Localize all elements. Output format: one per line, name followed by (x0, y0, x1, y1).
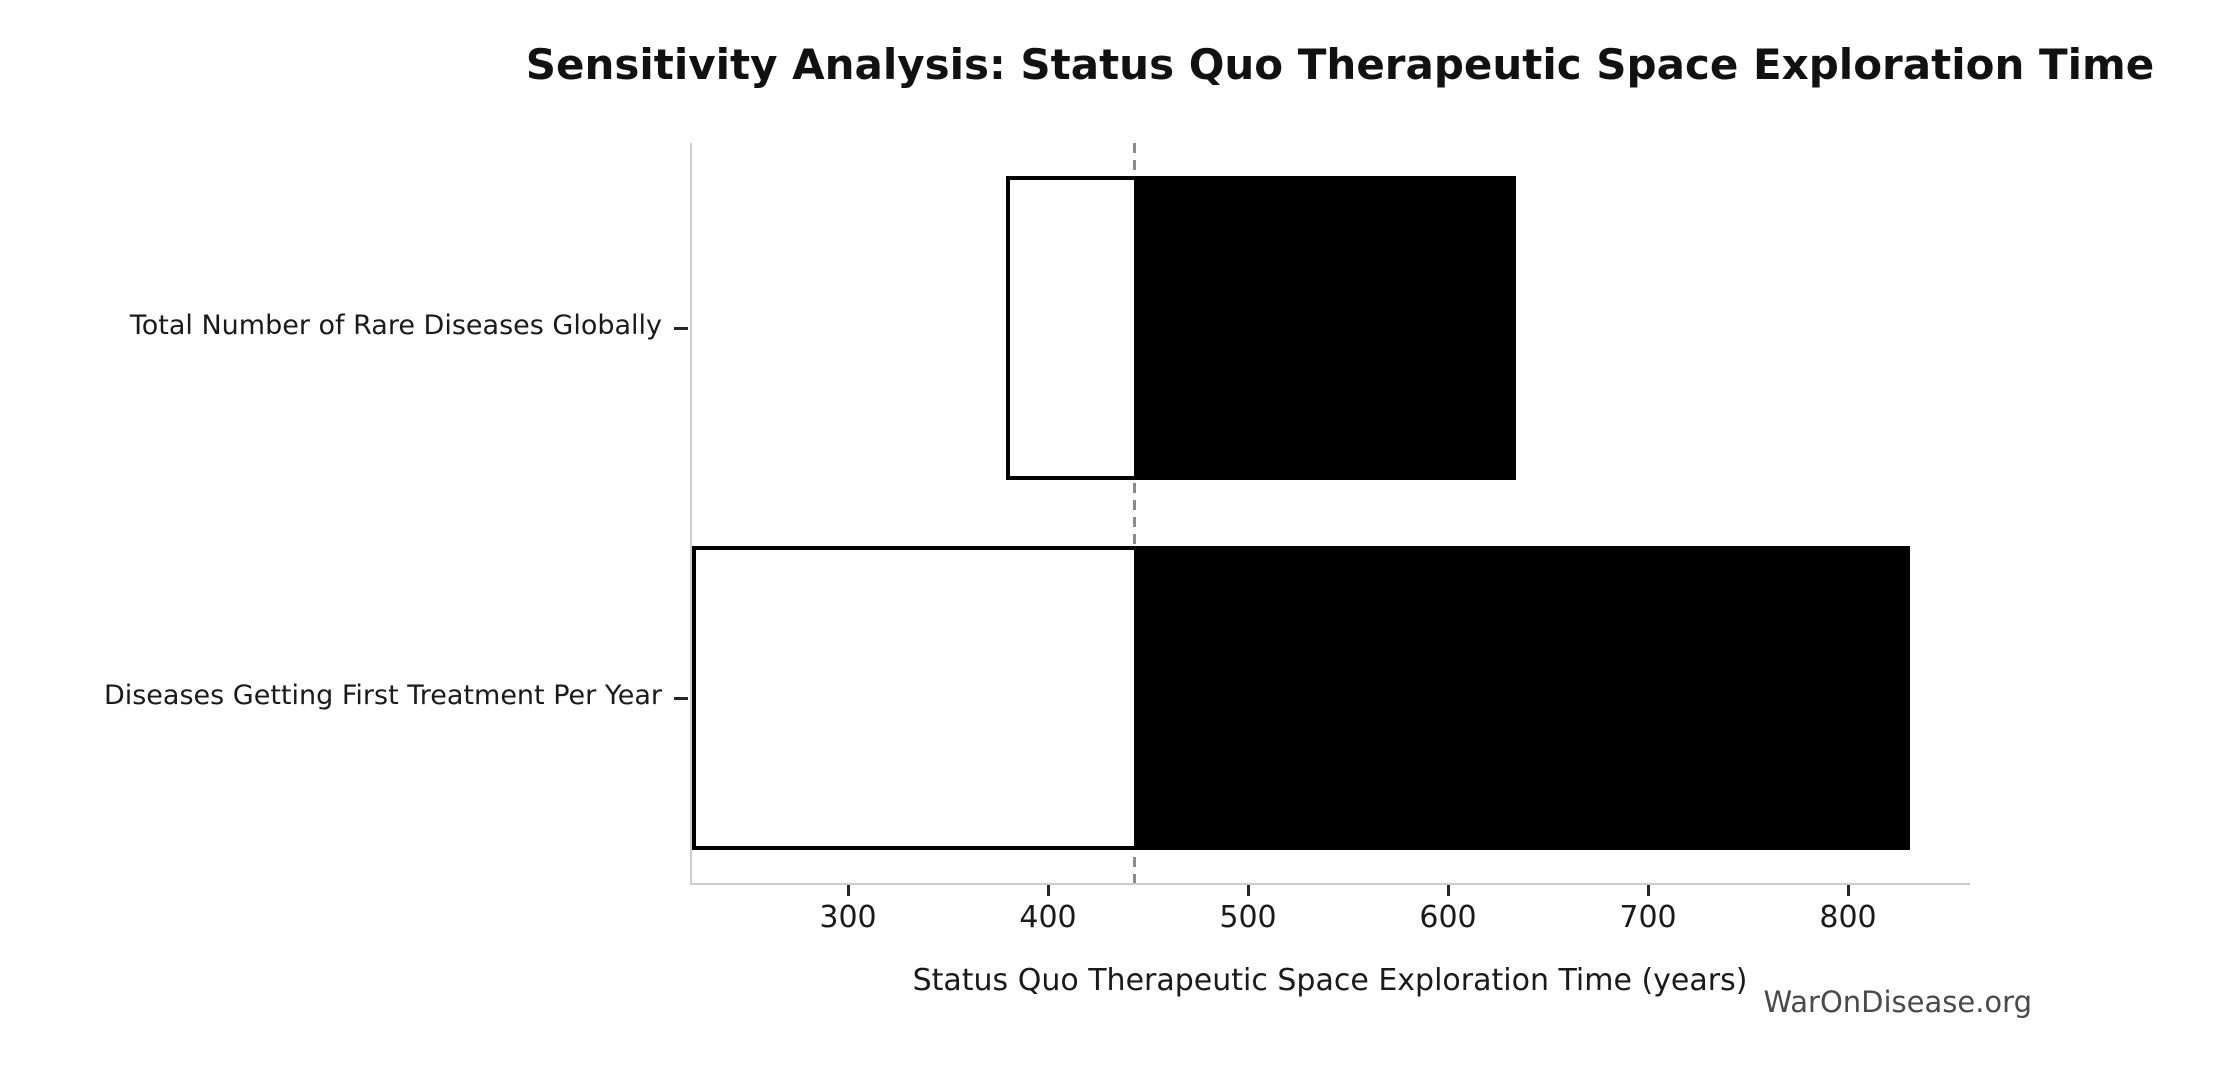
y-axis-spine (690, 143, 692, 885)
y-category-label-0: Total Number of Rare Diseases Globally (129, 310, 662, 341)
x-tick-label: 600 (1419, 900, 1477, 935)
chart-title: Sensitivity Analysis: Status Quo Therape… (525, 40, 2155, 89)
x-tick-mark (1846, 885, 1850, 896)
x-axis-title: Status Quo Therapeutic Space Exploration… (912, 963, 1748, 998)
x-tick-mark (1246, 885, 1250, 896)
x-tick-label: 700 (1619, 900, 1677, 935)
x-tick-label: 400 (1019, 900, 1077, 935)
x-tick-mark (846, 885, 850, 896)
x-tick-mark (1046, 885, 1050, 896)
x-axis-spine (690, 883, 1970, 885)
tornado-bar-1-high-segment (1134, 550, 1910, 846)
x-tick-label: 300 (819, 900, 877, 935)
x-tick-mark (1446, 885, 1450, 896)
baseline-dashed-line (1132, 143, 1136, 883)
y-category-label-1: Diseases Getting First Treatment Per Yea… (103, 680, 662, 711)
tornado-bar-1 (692, 546, 1910, 850)
y-tick-mark-0 (674, 326, 688, 330)
watermark-text: WarOnDisease.org (1763, 985, 2032, 1019)
tornado-bar-0-high-segment (1134, 180, 1516, 476)
x-tick-label: 500 (1219, 900, 1277, 935)
x-tick-label: 800 (1819, 900, 1877, 935)
y-tick-mark-1 (674, 696, 688, 700)
x-tick-mark (1646, 885, 1650, 896)
tornado-bar-0 (1006, 176, 1516, 480)
